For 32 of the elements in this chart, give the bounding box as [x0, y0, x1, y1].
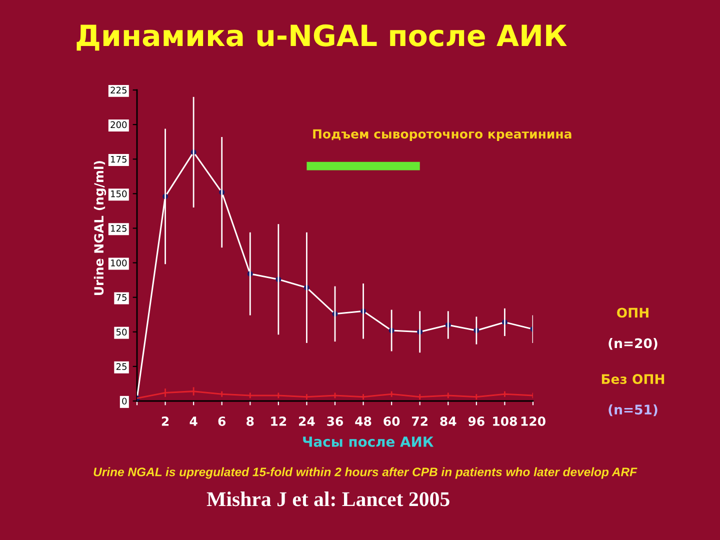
x-tick-label: 8	[246, 416, 254, 426]
x-tick-label: 48	[355, 416, 372, 426]
x-axis-title: Часы после АИК	[303, 436, 434, 447]
y-tick-label: 100	[111, 260, 127, 266]
text: Urine NGAL is upregulated 15-fold within 2 hours after CPB in patients who later develop ARF	[94, 467, 638, 479]
y-tick-label: 125	[111, 224, 126, 232]
x-tick-label: 84	[440, 416, 456, 426]
x-tick-label: 120	[521, 416, 546, 426]
y-axis-title: Urine NGAL (ng/ml)	[94, 161, 106, 296]
x-tick-label: 96	[468, 416, 484, 426]
x-tick-label: 108	[493, 416, 517, 426]
y-tick-label: 200	[110, 121, 127, 128]
x-tick-label: 12	[271, 416, 286, 426]
y-tick-label: 50	[116, 328, 127, 336]
x-tick-label: 2	[162, 416, 169, 426]
y-tick-label: 225	[110, 86, 126, 94]
y-tick-label: 175	[111, 156, 126, 163]
y-tick-label: 150	[111, 190, 127, 198]
x-tick-label: 4	[190, 416, 198, 426]
x-tick-label: 72	[412, 416, 428, 426]
chart-title: Динамика u-NGAL после АИК	[76, 24, 567, 51]
y-tick-label: 25	[116, 363, 126, 370]
x-tick-label: 24	[299, 416, 315, 426]
text: Без ОПН (n=51)	[602, 374, 664, 416]
x-tick-label: 6	[218, 416, 226, 426]
x-tick-label: 36	[327, 416, 344, 426]
annotation: Подъем сывороточного креатинина	[313, 129, 572, 142]
text: Mishra J et al: Lancet 2005	[206, 492, 450, 506]
y-tick-label: 0	[122, 398, 127, 405]
y-tick-label: 75	[116, 294, 126, 301]
text: ОПН (n=20)	[608, 308, 658, 350]
x-tick-label: 60	[384, 416, 400, 426]
